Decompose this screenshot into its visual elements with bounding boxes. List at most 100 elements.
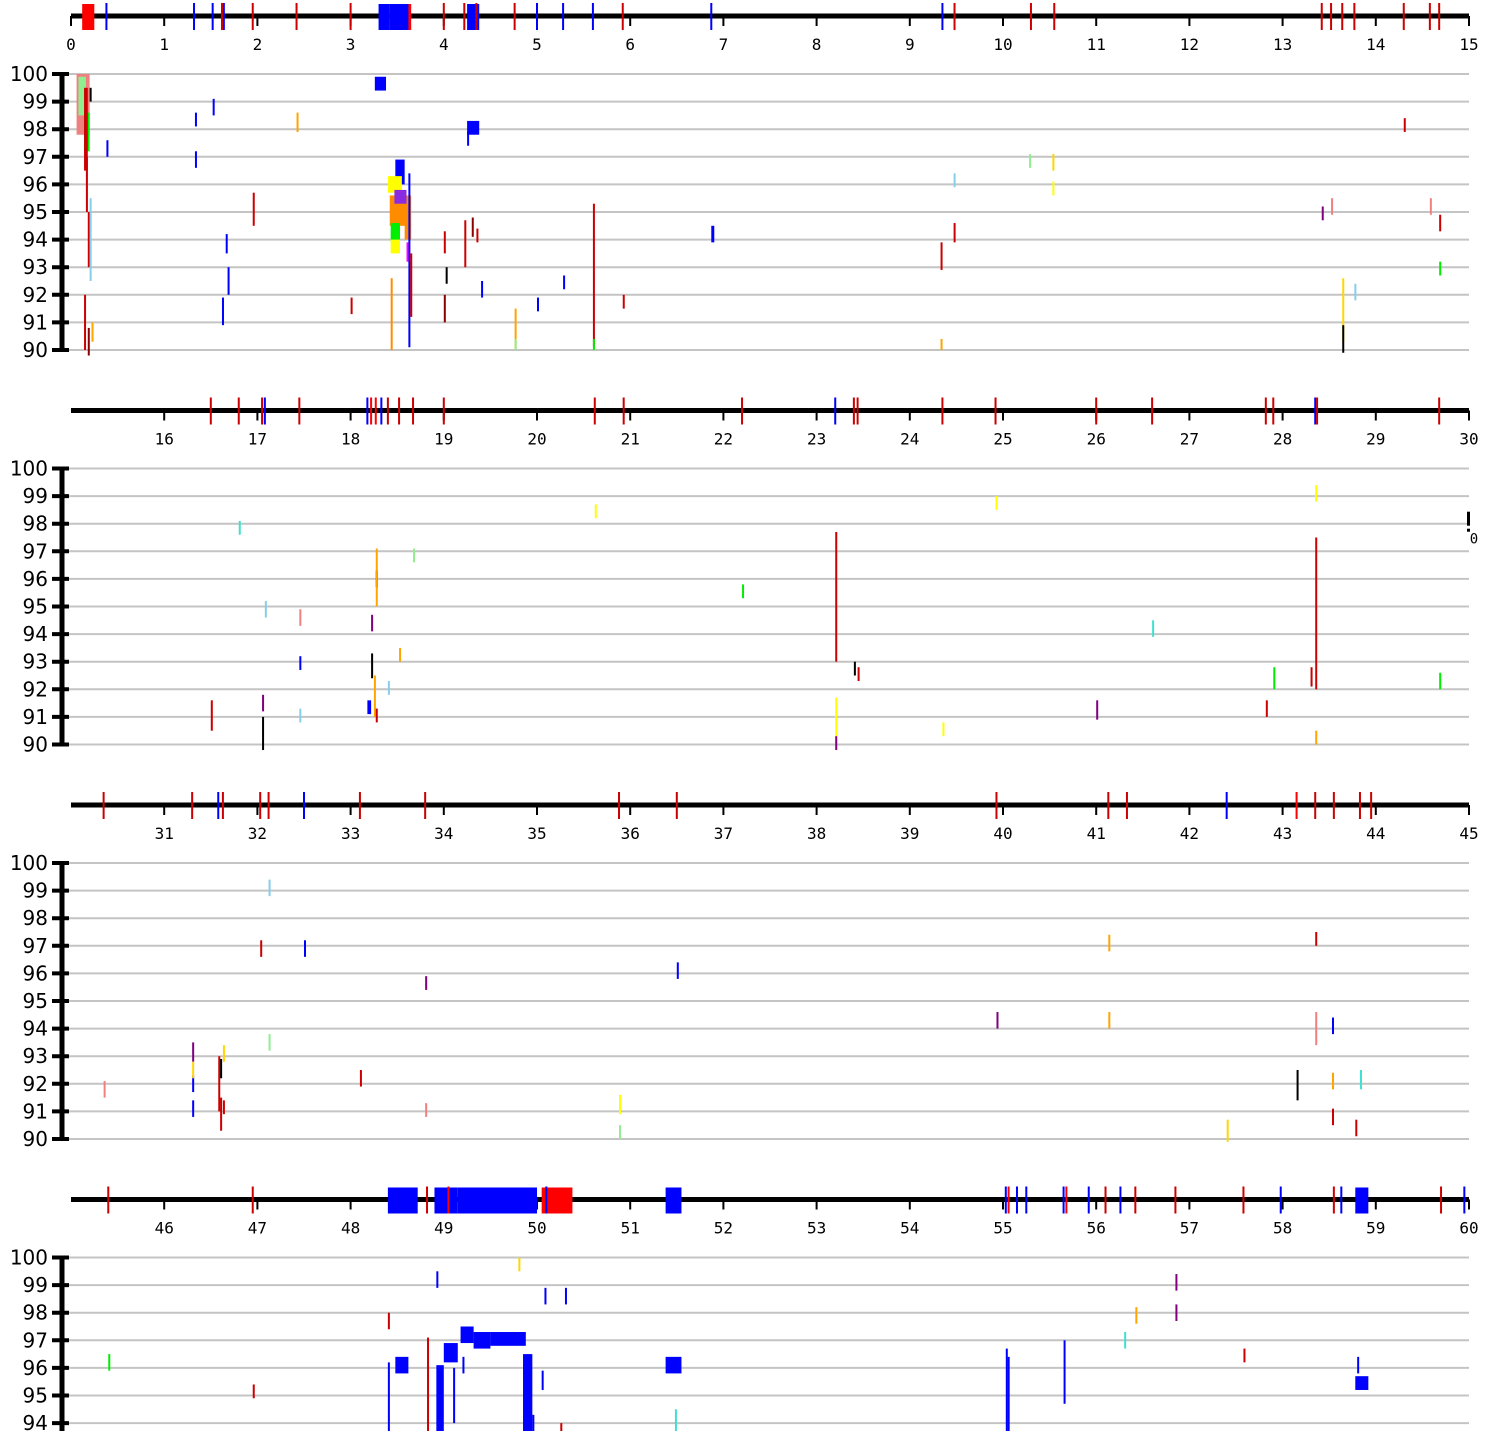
x-tick-label: 38 xyxy=(807,824,826,843)
hit-segment xyxy=(711,225,715,243)
x-tick-label: 32 xyxy=(248,824,267,843)
y-tick-label: 99 xyxy=(23,1273,48,1297)
track-feature xyxy=(665,1187,682,1214)
hit-segment xyxy=(1331,198,1334,215)
track-feature xyxy=(621,3,624,30)
y-tick-label: 91 xyxy=(23,310,48,334)
track-feature xyxy=(1332,792,1335,819)
track-feature xyxy=(1125,792,1128,819)
track-feature xyxy=(389,4,409,30)
x-tick-label: 2 xyxy=(253,35,263,54)
track-feature xyxy=(622,397,625,425)
track-feature xyxy=(593,397,596,425)
x-tick-label: 23 xyxy=(807,430,826,449)
hit-segment xyxy=(835,531,838,662)
track-feature xyxy=(941,397,944,425)
track-feature xyxy=(442,397,445,425)
hit-segment xyxy=(373,675,376,717)
y-tick-label: 98 xyxy=(23,1301,48,1325)
hit-segment xyxy=(1403,118,1406,132)
hit-segment xyxy=(1331,1072,1334,1090)
hit-segment xyxy=(1273,667,1276,690)
track-feature xyxy=(1463,1186,1466,1214)
track-feature xyxy=(1151,397,1154,425)
track-feature xyxy=(267,792,270,819)
hit-segment xyxy=(564,1287,567,1305)
track-feature xyxy=(1095,397,1098,425)
x-tick-label: 43 xyxy=(1273,824,1292,843)
y-tick-label: 95 xyxy=(23,1384,48,1408)
corner-marker-label: 0 xyxy=(1470,532,1478,548)
hit-segment xyxy=(399,647,402,662)
hit-segment xyxy=(940,242,943,270)
hit-segment xyxy=(1342,325,1345,353)
hit-segment xyxy=(532,1414,535,1431)
track-feature xyxy=(1341,3,1344,30)
track-feature xyxy=(1053,3,1056,30)
y-tick-label: 100 xyxy=(10,1246,48,1270)
hit-segment xyxy=(619,1125,622,1139)
track-feature xyxy=(442,3,445,30)
track-feature xyxy=(1065,1186,1068,1214)
track-feature xyxy=(1004,1186,1007,1214)
track-feature xyxy=(220,3,223,30)
y-tick-label: 96 xyxy=(23,1356,48,1380)
x-tick-label: 47 xyxy=(248,1219,267,1238)
track-feature xyxy=(1007,1186,1010,1214)
hit-segment xyxy=(467,120,480,135)
track-feature xyxy=(463,3,466,30)
track-feature xyxy=(426,1186,429,1214)
hit-segment xyxy=(1175,1274,1178,1291)
hit-segment xyxy=(221,297,224,326)
y-tick-label: 94 xyxy=(23,228,48,252)
hit-segment xyxy=(592,338,595,350)
hit-segment xyxy=(375,708,378,723)
hit-segment xyxy=(1355,1376,1369,1390)
hit-segment xyxy=(371,653,374,679)
hit-segment xyxy=(544,1287,547,1305)
hit-segment xyxy=(395,159,405,185)
hit-segment xyxy=(192,1075,195,1093)
hit-segment xyxy=(1439,261,1442,276)
track-feature xyxy=(591,3,594,30)
hit-segment xyxy=(350,297,353,315)
x-tick-label: 8 xyxy=(812,35,822,54)
hit-segment xyxy=(563,275,566,290)
track-feature xyxy=(1295,792,1298,819)
track-feature xyxy=(995,792,998,819)
track-feature xyxy=(941,3,944,30)
hit-segment xyxy=(857,667,860,682)
track-feature xyxy=(1242,1186,1245,1214)
hit-segment xyxy=(1315,537,1318,690)
track-feature xyxy=(1104,1186,1107,1214)
track-feature xyxy=(1119,1186,1122,1214)
hit-segment xyxy=(1321,206,1324,221)
hit-segment xyxy=(192,1061,195,1079)
hit-segment xyxy=(225,234,228,254)
hit-segment xyxy=(262,716,265,751)
y-tick-label: 99 xyxy=(23,90,48,114)
hit-segment xyxy=(194,151,197,168)
x-tick-label: 34 xyxy=(434,824,453,843)
hit-segment xyxy=(192,1100,195,1117)
hit-segment xyxy=(404,223,412,240)
track-feature xyxy=(1264,397,1267,425)
hit-segment xyxy=(425,976,428,990)
y-tick-label: 90 xyxy=(23,338,48,362)
hit-segment xyxy=(453,1367,456,1424)
track-feature xyxy=(1279,1186,1282,1214)
hit-segment xyxy=(1124,1332,1127,1349)
hit-segment xyxy=(296,112,299,132)
x-tick-label: 49 xyxy=(434,1219,453,1238)
x-tick-label: 60 xyxy=(1459,1219,1478,1238)
hit-segment xyxy=(1135,1307,1138,1324)
track-feature xyxy=(513,3,516,30)
track-feature xyxy=(211,3,214,30)
track-feature xyxy=(618,792,621,819)
hit-segment xyxy=(1226,1119,1229,1142)
x-tick-label: 18 xyxy=(341,430,360,449)
track-feature xyxy=(1355,1187,1369,1214)
x-tick-label: 41 xyxy=(1087,824,1106,843)
